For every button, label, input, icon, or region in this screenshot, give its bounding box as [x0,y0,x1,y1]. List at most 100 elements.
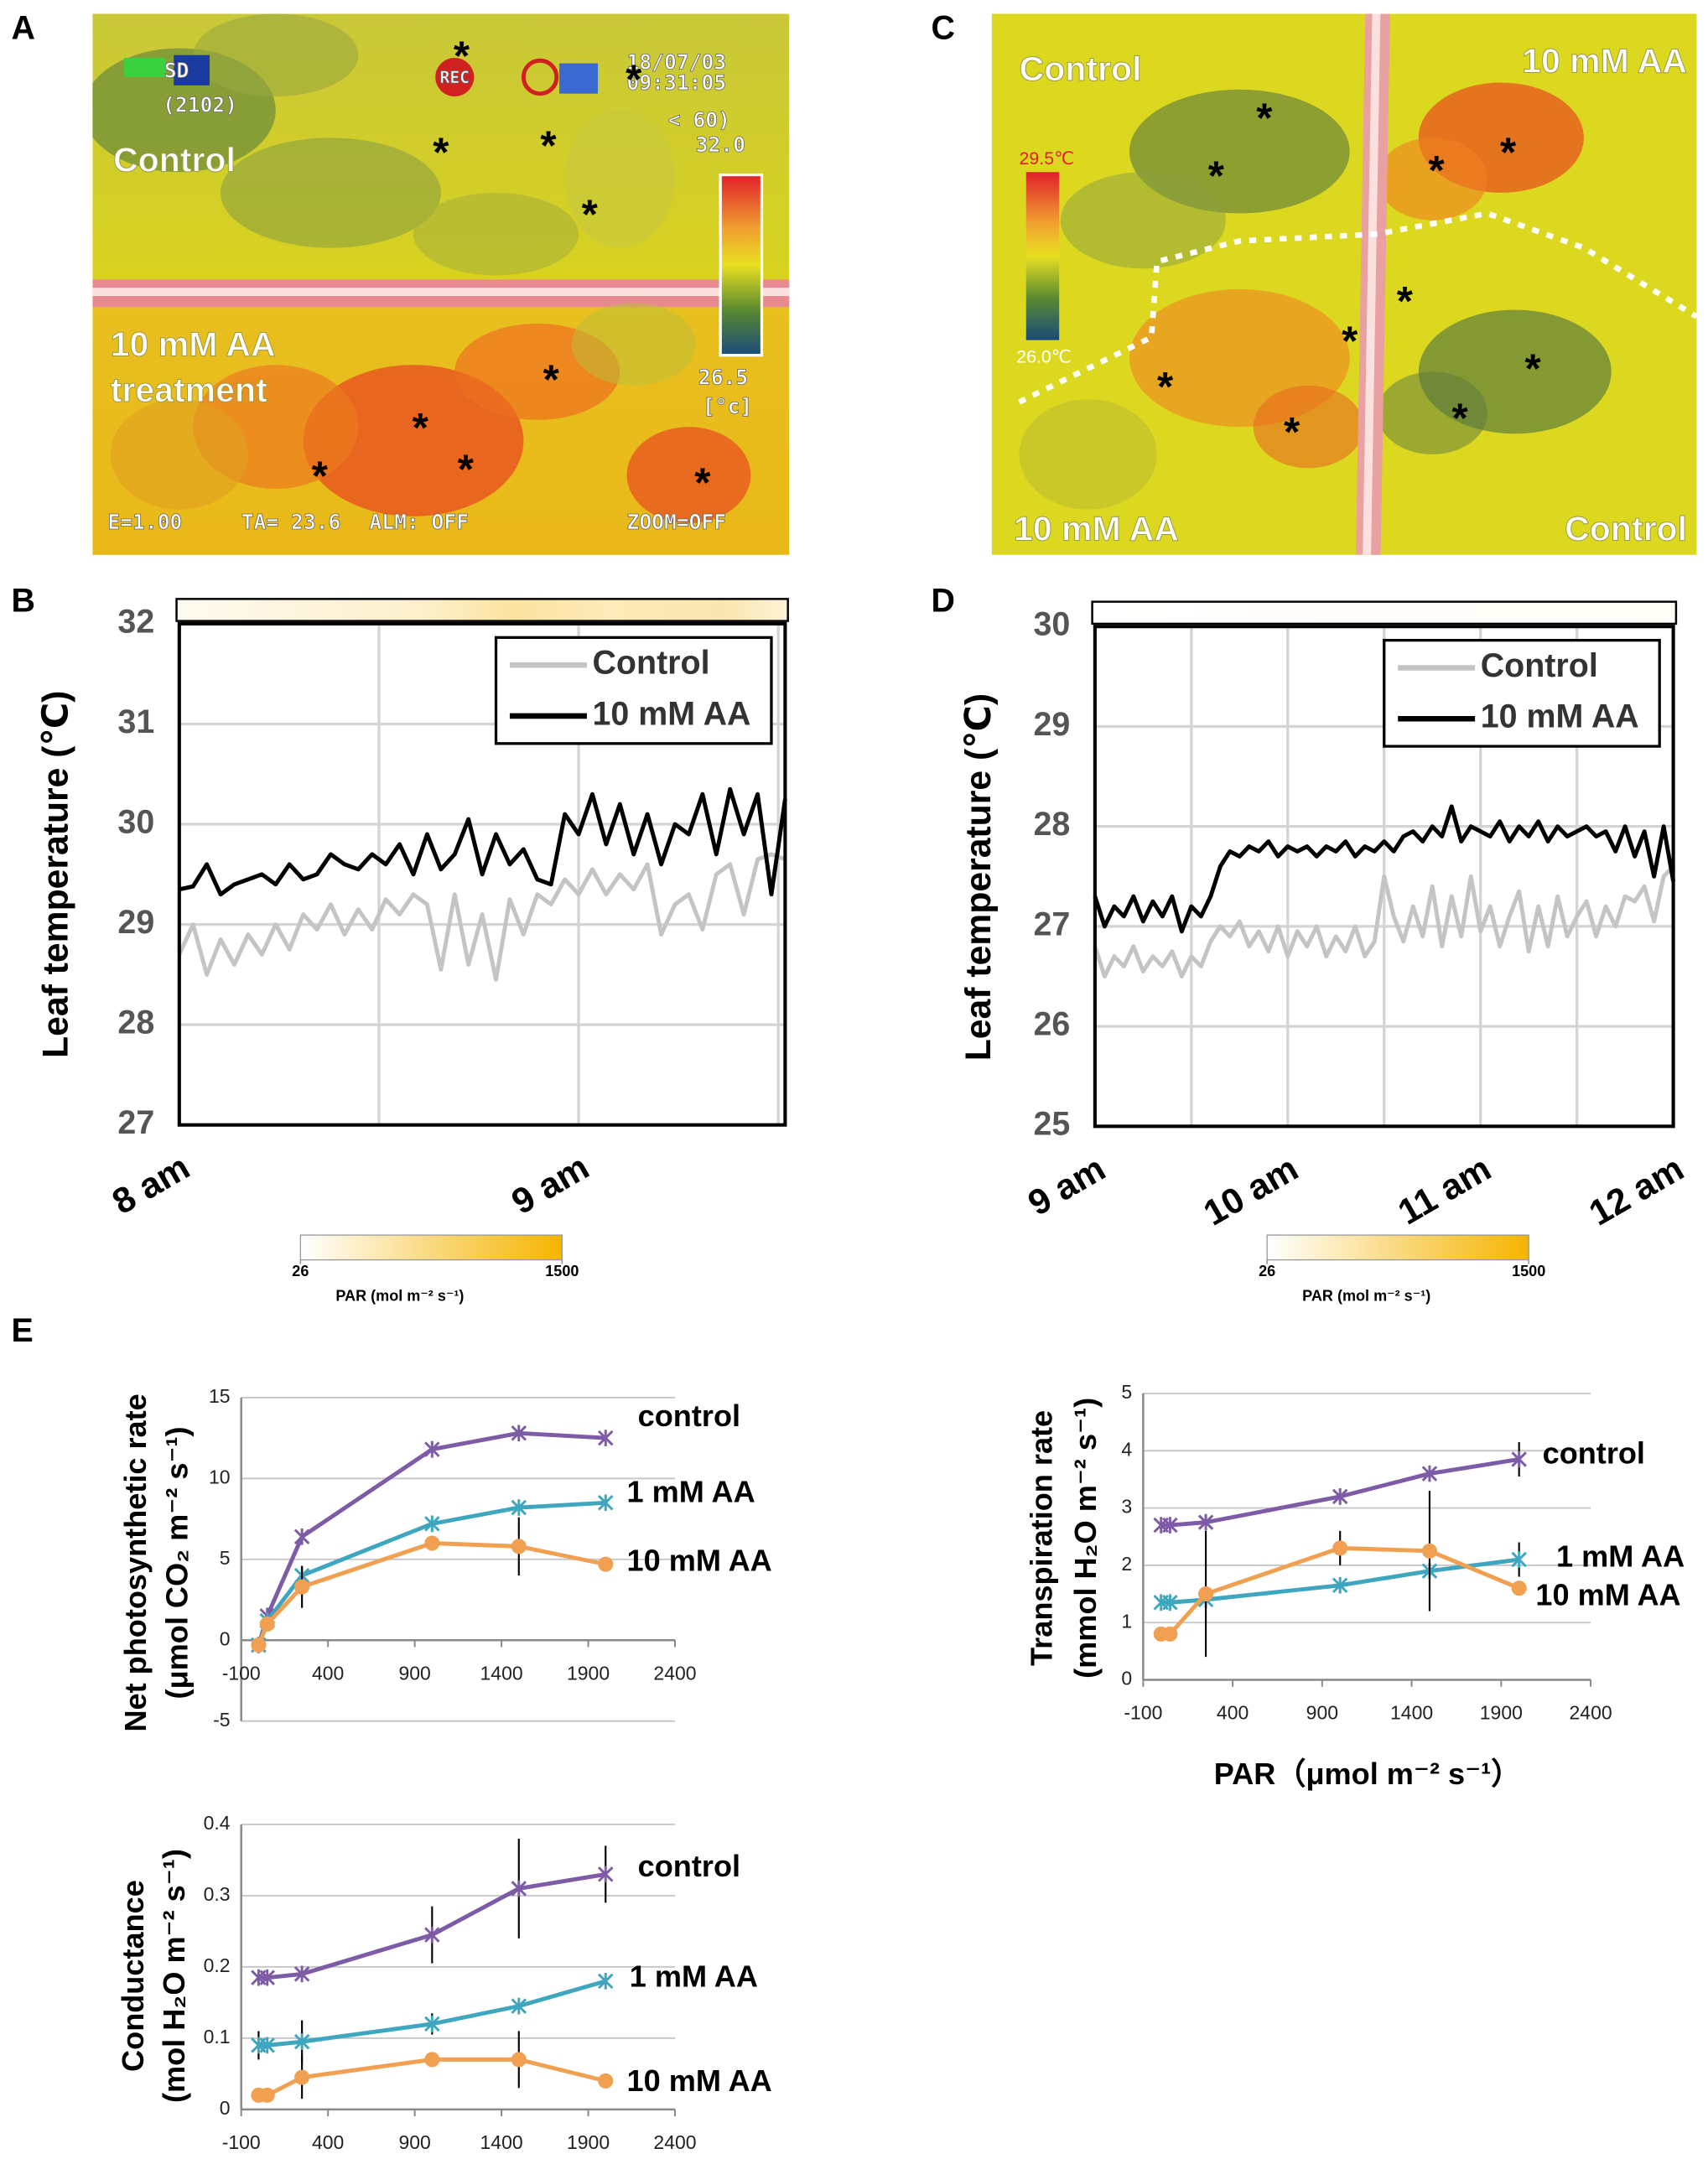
series-label: control [1543,1435,1645,1470]
asterisk: * [540,122,557,169]
y-tick-label: 25 [1033,1106,1070,1143]
point [597,1494,614,1512]
series-line [257,1541,606,1647]
colorbar-tick-label: 1500 [1512,1263,1545,1279]
point [1162,1626,1178,1642]
point [1197,1513,1214,1531]
point [597,1973,614,1990]
y-tick-label: 2 [1121,1553,1132,1575]
overlay-text: 32.0 [696,132,745,157]
x-tick-label: 400 [312,2131,344,2153]
asterisk: * [626,57,642,103]
point [424,2016,440,2032]
legend-label: Control [592,645,709,682]
asterisk: * [433,130,449,176]
panel-letter: A [11,10,34,47]
point [259,2087,275,2103]
par-strip [1091,600,1678,625]
y-tick-label: 32 [117,603,154,640]
overlay-text: 18/07/03 [627,50,727,75]
par-strip [175,598,789,622]
series-label: 1 mM AA [627,1474,755,1508]
panel-letter: E [11,1312,33,1349]
colorbar-tick-label: 1500 [545,1263,579,1279]
overlay-text: ALM: OFF [369,510,469,534]
legend-label: 10 mM AA [1481,698,1639,735]
colorbar [299,1234,563,1261]
point [511,1499,527,1516]
y-tick-label: 30 [117,803,154,840]
point [259,1969,276,1986]
asterisk: * [1500,130,1517,176]
y-axis-label: Leaf temperature (℃) [36,691,76,1058]
image-label: 10 mM AA [1522,41,1687,80]
y-tick-label: 3 [1121,1496,1132,1518]
overlay-text: < 60) [668,108,730,132]
point [1332,1540,1348,1556]
asterisk: * [413,405,429,451]
point [424,2052,440,2068]
series-line [179,786,787,897]
point [1511,1551,1527,1568]
y-tick-label: 5 [1121,1381,1132,1403]
series-line [258,1979,606,2047]
point [424,1515,440,1533]
image-label: 10 mM AA [111,325,276,364]
image-label: 10 mM AA [1014,510,1179,548]
series-label: 10 mM AA [627,2063,772,2098]
x-tick-label: -100 [1124,1702,1162,1724]
point [294,2069,310,2085]
series-label: 1 mM AA [1556,1539,1685,1574]
x-tick-label: -100 [222,2131,261,2153]
plot-frame [1093,625,1675,1129]
asterisk: * [1429,148,1446,194]
y-tick-label: 0.1 [204,2026,231,2047]
overlay-text: (2102) [163,92,237,117]
plot-frame [177,621,787,1127]
series-label: 10 mM AA [627,1543,772,1577]
panel-letter: C [931,10,954,47]
x-tick-label: 1900 [567,2131,610,2153]
asterisk: * [1256,96,1273,142]
y-tick-label: 15 [209,1385,231,1407]
y-tick-label: 0 [220,1627,231,1649]
asterisk: * [1397,278,1414,324]
y-tick-label: 29 [117,904,154,941]
y-tick-label: 4 [1121,1438,1132,1460]
asterisk: * [1208,153,1225,200]
x-tick-label: 12 am [1582,1148,1690,1233]
point [598,2073,614,2089]
y-tick-label: 10 [209,1466,231,1487]
x-tick-label: 1900 [1480,1702,1523,1724]
x-tick-label: 2400 [1570,1702,1612,1724]
x-axis-label: PAR（μmol m⁻² s⁻¹） [1214,1757,1522,1791]
y-tick-label: 0.2 [204,1954,231,1976]
overlay-text: E=1.00 [107,510,182,534]
overlay-text: 26.5 [698,366,748,390]
legend-box [494,636,773,745]
point [259,1616,275,1632]
point [1332,1488,1348,1505]
asterisk: * [694,460,711,506]
series-label: 10 mM AA [1535,1578,1680,1612]
colorbar-tick-label: 26 [1259,1263,1275,1279]
colorbar-tick-label: 26 [292,1263,309,1279]
y-tick-label: 0 [1121,1668,1132,1689]
point [259,2037,276,2054]
image-label: Control [1020,49,1142,88]
y-axis-label: (mmol H₂O m⁻² s⁻¹) [1068,1398,1103,1679]
point [1162,1594,1178,1611]
x-tick-label: 9 am [1021,1148,1112,1223]
y-tick-label: 28 [117,1004,154,1041]
point [424,1926,440,1944]
y-tick-label: 27 [117,1104,154,1141]
point [511,1880,527,1897]
y-axis-label: Net photosynthetic rate [118,1393,153,1731]
x-tick-label: 10 am [1197,1148,1305,1233]
point [424,1535,440,1551]
legend-box [1383,638,1661,748]
asterisk: * [1451,396,1468,442]
overlay-text: REC [439,68,470,87]
colorbar-label: PAR (mol m⁻² s⁻¹) [1302,1288,1430,1305]
